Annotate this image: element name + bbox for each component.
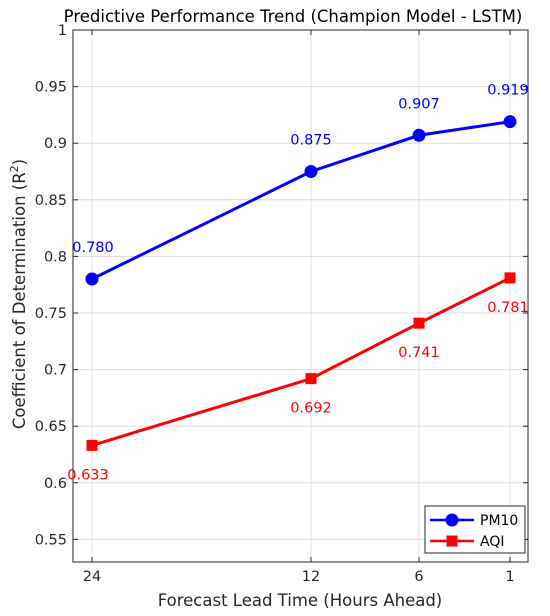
legend-marker-aqi (446, 535, 458, 547)
data-label-pm10: 0.875 (290, 132, 332, 148)
y-tick-label: 0.9 (44, 136, 67, 152)
y-tick-label: 0.6 (44, 476, 67, 492)
data-label-aqi: 0.633 (67, 467, 109, 483)
data-label-aqi: 0.781 (487, 300, 529, 316)
y-axis-label-main: Coefficient of Determination (R (10, 172, 29, 429)
data-point-aqi (86, 439, 98, 451)
series-line-pm10 (91, 120, 511, 281)
data-label-pm10: 0.907 (398, 96, 440, 112)
x-tick-label: 24 (83, 569, 101, 585)
data-point-pm10 (85, 272, 99, 286)
data-label-aqi: 0.692 (290, 401, 332, 417)
y-tick-label: 0.7 (44, 363, 67, 379)
y-tick-label: 0.75 (35, 306, 67, 322)
y-tick-label: 0.95 (35, 80, 67, 96)
data-point-pm10 (304, 164, 318, 178)
legend-label-aqi: AQI (480, 534, 504, 550)
chart-title: Predictive Performance Trend (Champion M… (64, 7, 523, 26)
data-label-aqi: 0.741 (398, 345, 440, 361)
data-point-pm10 (503, 115, 517, 129)
y-tick-label: 1 (58, 23, 67, 39)
data-point-aqi (504, 272, 516, 284)
data-label-pm10: 0.919 (487, 83, 529, 99)
y-tick-label: 0.65 (35, 419, 67, 435)
data-label-pm10: 0.780 (72, 240, 114, 256)
y-axis-label-close: ) (10, 159, 29, 165)
series-line-aqi (91, 276, 511, 447)
y-tick-label: 0.85 (35, 193, 67, 209)
y-tick-label: 0.8 (44, 249, 67, 265)
x-tick-label: 12 (302, 569, 320, 585)
axis-ticks: 0.55 0.6 0.65 0.7 0.75 0.8 0.85 0.9 0.95 1 24 12 6 1 (35, 23, 528, 585)
data-labels: 0.780 0.875 0.907 0.919 0.633 0.692 0.741 0.781 (67, 83, 529, 484)
data-point-aqi (305, 373, 317, 385)
x-tick-label: 1 (505, 569, 514, 585)
series-group (85, 115, 517, 451)
x-axis-label: Forecast Lead Time (Hours Ahead) (158, 591, 443, 610)
legend-marker-pm10 (445, 513, 459, 527)
plot-frame (72, 29, 529, 563)
data-point-aqi (413, 317, 425, 329)
legend-label-pm10: PM10 (480, 513, 518, 529)
x-tick-label: 6 (414, 569, 423, 585)
y-axis-label-superscript: 2 (8, 165, 21, 172)
legend: PM10 AQI (424, 505, 526, 554)
legend-box (424, 505, 526, 554)
data-point-pm10 (412, 128, 426, 142)
y-tick-label: 0.55 (35, 532, 67, 548)
y-axis-label: Coefficient of Determination (R2) (8, 159, 29, 429)
